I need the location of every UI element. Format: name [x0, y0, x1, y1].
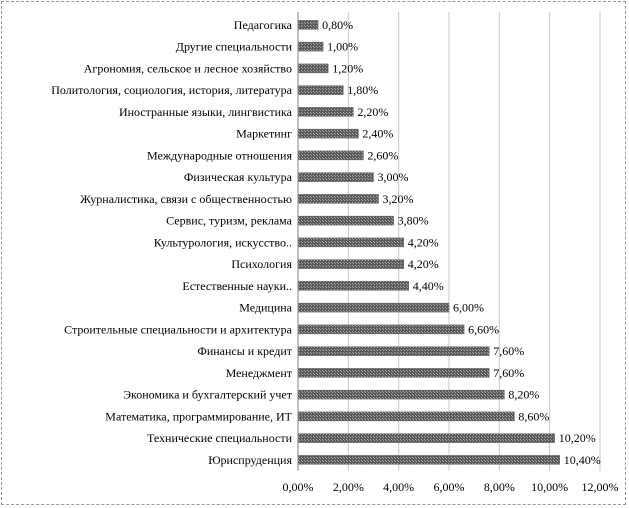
value-label: 8,60% [518, 409, 549, 423]
category-label: Математика, программирование, ИТ [105, 409, 292, 423]
value-label: 1,00% [327, 40, 358, 54]
bar [297, 302, 450, 313]
category-label: Юриспруденция [208, 453, 292, 467]
value-label: 4,40% [413, 279, 444, 293]
bar [297, 63, 329, 74]
value-label: 1,20% [332, 61, 363, 75]
x-tick-label: 4,00% [383, 480, 414, 494]
bar [297, 368, 490, 378]
value-label: 8,20% [508, 388, 539, 402]
bar [297, 150, 364, 161]
bar [297, 433, 555, 443]
value-label: 4,20% [408, 235, 439, 249]
value-label: 10,20% [559, 431, 596, 445]
bar [297, 107, 354, 117]
category-label: Физическая культура [184, 170, 293, 184]
x-tick-label: 0,00% [283, 480, 314, 494]
category-label: Экономика и бухгалтерский учет [123, 388, 293, 402]
bar [297, 346, 490, 356]
value-label: 3,20% [383, 192, 414, 206]
category-label: Естественные науки.. [182, 279, 292, 293]
value-label: 7,60% [493, 344, 524, 358]
x-tick-label: 2,00% [333, 480, 364, 494]
value-label: 2,60% [367, 148, 398, 162]
x-tick-label: 6,00% [434, 480, 465, 494]
category-label: Финансы и кредит [197, 344, 292, 358]
category-label: Менеджмент [226, 366, 293, 380]
bar [297, 281, 409, 291]
bar [297, 194, 379, 204]
bar [297, 324, 465, 335]
category-labels: Педагогика Другие специальности Агрономия,… [51, 18, 293, 467]
bar [297, 85, 344, 95]
x-tick-labels: 0,00% 2,00% 4,00% 6,00% 8,00% 10,00% 12,00% [283, 480, 619, 494]
value-labels: 0,80% 1,00% 1,20% 1,80% 2,20% 2,40% 2,60% 3,00%… [322, 18, 601, 467]
value-label: 2,20% [357, 105, 388, 119]
bars [297, 20, 560, 465]
category-label: Агрономия, сельское и лесное хозяйство [84, 61, 292, 75]
category-label: Международные отношения [147, 148, 292, 162]
category-label: Психология [231, 257, 292, 271]
category-label: Медицина [239, 301, 292, 315]
bar [297, 172, 374, 182]
category-label: Маркетинг [236, 127, 292, 141]
category-label: Сервис, туризм, реклама [166, 214, 293, 228]
category-label: Педагогика [234, 18, 293, 32]
bar [297, 411, 515, 422]
value-label: 4,20% [408, 257, 439, 271]
bar [297, 41, 324, 52]
value-label: 3,00% [378, 170, 409, 184]
value-label: 2,40% [362, 127, 393, 141]
value-label: 7,60% [493, 366, 524, 380]
bar [297, 20, 319, 30]
value-label: 3,80% [398, 214, 429, 228]
value-label: 1,80% [347, 83, 378, 97]
value-label: 6,60% [468, 322, 499, 336]
bar [297, 128, 359, 139]
category-label: Другие специальности [176, 40, 293, 54]
bar [297, 237, 404, 248]
bar [297, 389, 505, 400]
category-label: Журналистика, связи с общественностью [80, 192, 292, 206]
x-tick-label: 12,00% [582, 480, 619, 494]
value-label: 0,80% [322, 18, 353, 32]
category-label: Политология, социология, история, литера… [51, 83, 292, 97]
value-label: 6,00% [453, 301, 484, 315]
x-tick-label: 10,00% [531, 480, 568, 494]
bar [297, 215, 394, 226]
bar [297, 259, 404, 269]
bar [297, 455, 560, 465]
category-label: Культурология, искусство.. [154, 235, 292, 249]
category-label: Строительные специальности и архитектура [64, 322, 293, 336]
value-label: 10,40% [564, 453, 601, 467]
x-tick-label: 8,00% [484, 480, 515, 494]
category-label: Иностранные языки, лингвистика [119, 105, 293, 119]
category-label: Технические специальности [147, 431, 293, 445]
